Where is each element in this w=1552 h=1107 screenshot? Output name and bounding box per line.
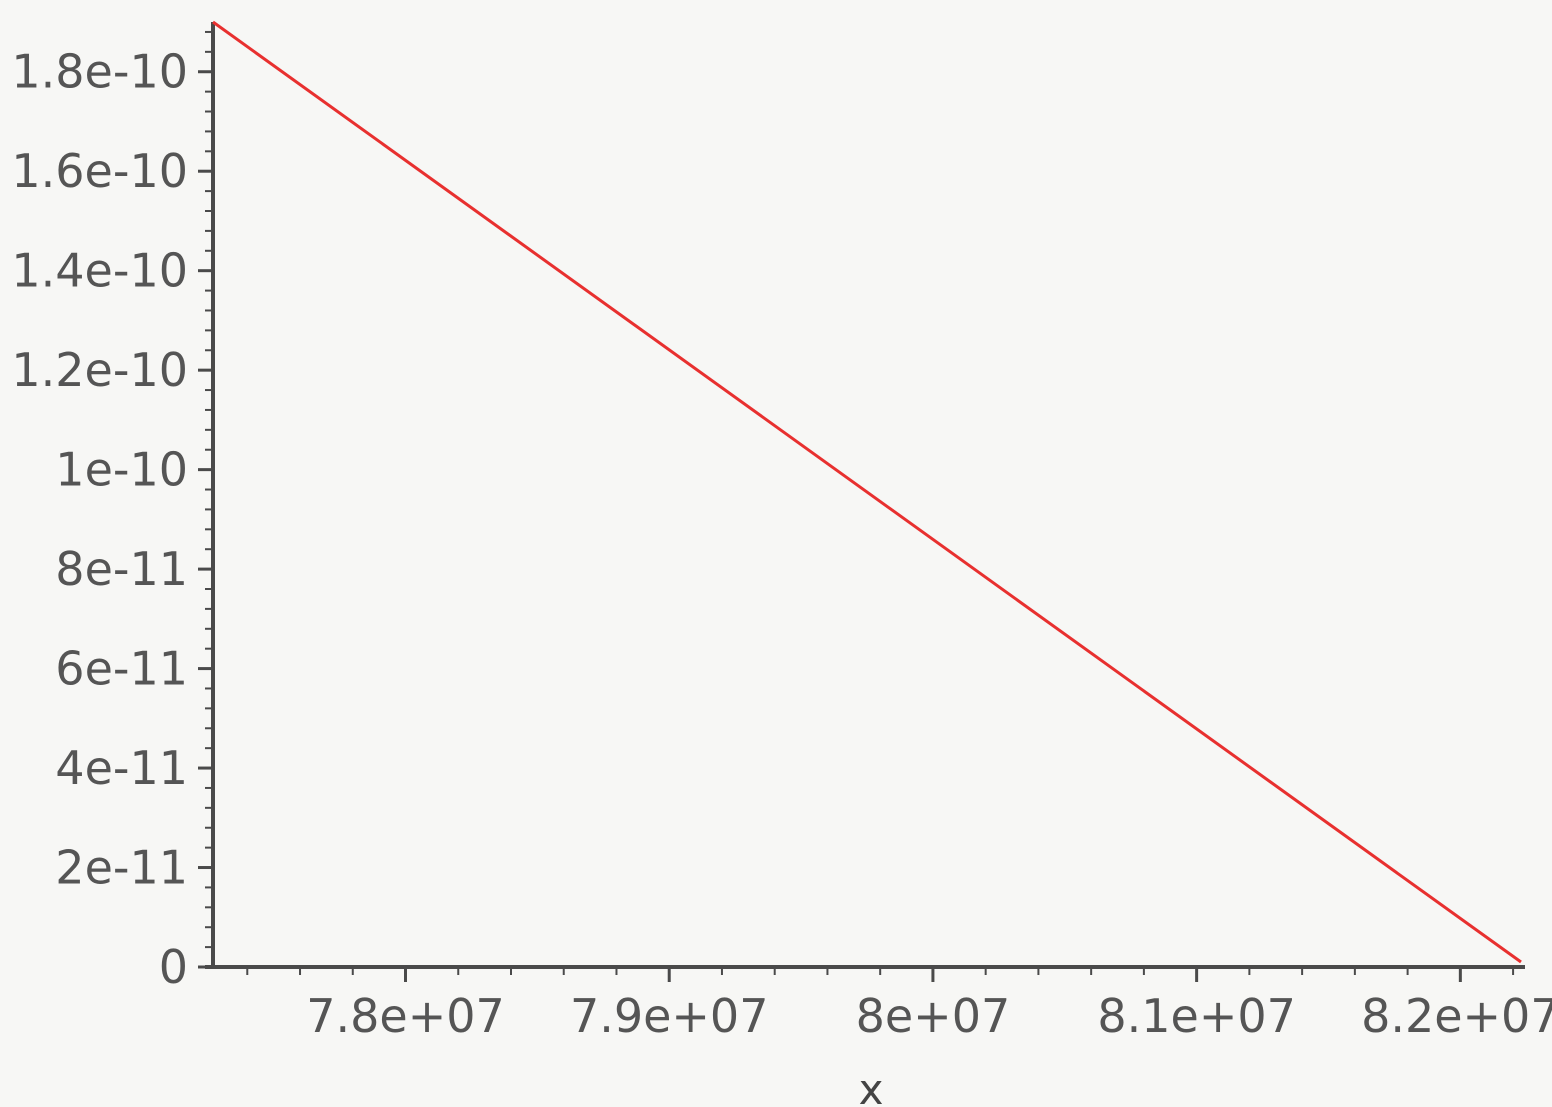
series xyxy=(212,20,1522,964)
y-tick-label: 1.2e-10 xyxy=(11,343,188,397)
y-tick-label: 0 xyxy=(159,940,188,994)
x-tick-label: 7.9e+07 xyxy=(570,989,769,1043)
y-tick-label: 2e-11 xyxy=(55,841,188,895)
y-tick-label: 8e-11 xyxy=(55,542,188,596)
tick-labels: 7.8e+07 7.9e+07 8e+07 8.1e+07 8.2e+07 0 2e-11 4… xyxy=(11,45,1552,1043)
x-tick-label: 8e+07 xyxy=(856,989,1011,1043)
series-line xyxy=(212,20,1522,964)
x-tick-label: 8.2e+07 xyxy=(1361,989,1552,1043)
x-tick-label: 7.8e+07 xyxy=(306,989,505,1043)
y-tick-label: 1.4e-10 xyxy=(11,244,188,298)
x-axis-title: x xyxy=(859,1065,884,1107)
y-tick-label: 1.8e-10 xyxy=(11,45,188,99)
y-tick-label: 1.6e-10 xyxy=(11,144,188,198)
y-tick-label: 6e-11 xyxy=(55,642,188,696)
x-tick-label: 8.1e+07 xyxy=(1097,989,1296,1043)
ticks xyxy=(198,30,1515,982)
axes xyxy=(205,22,1525,969)
y-tick-label: 1e-10 xyxy=(55,443,188,497)
y-tick-label: 4e-11 xyxy=(55,741,188,795)
